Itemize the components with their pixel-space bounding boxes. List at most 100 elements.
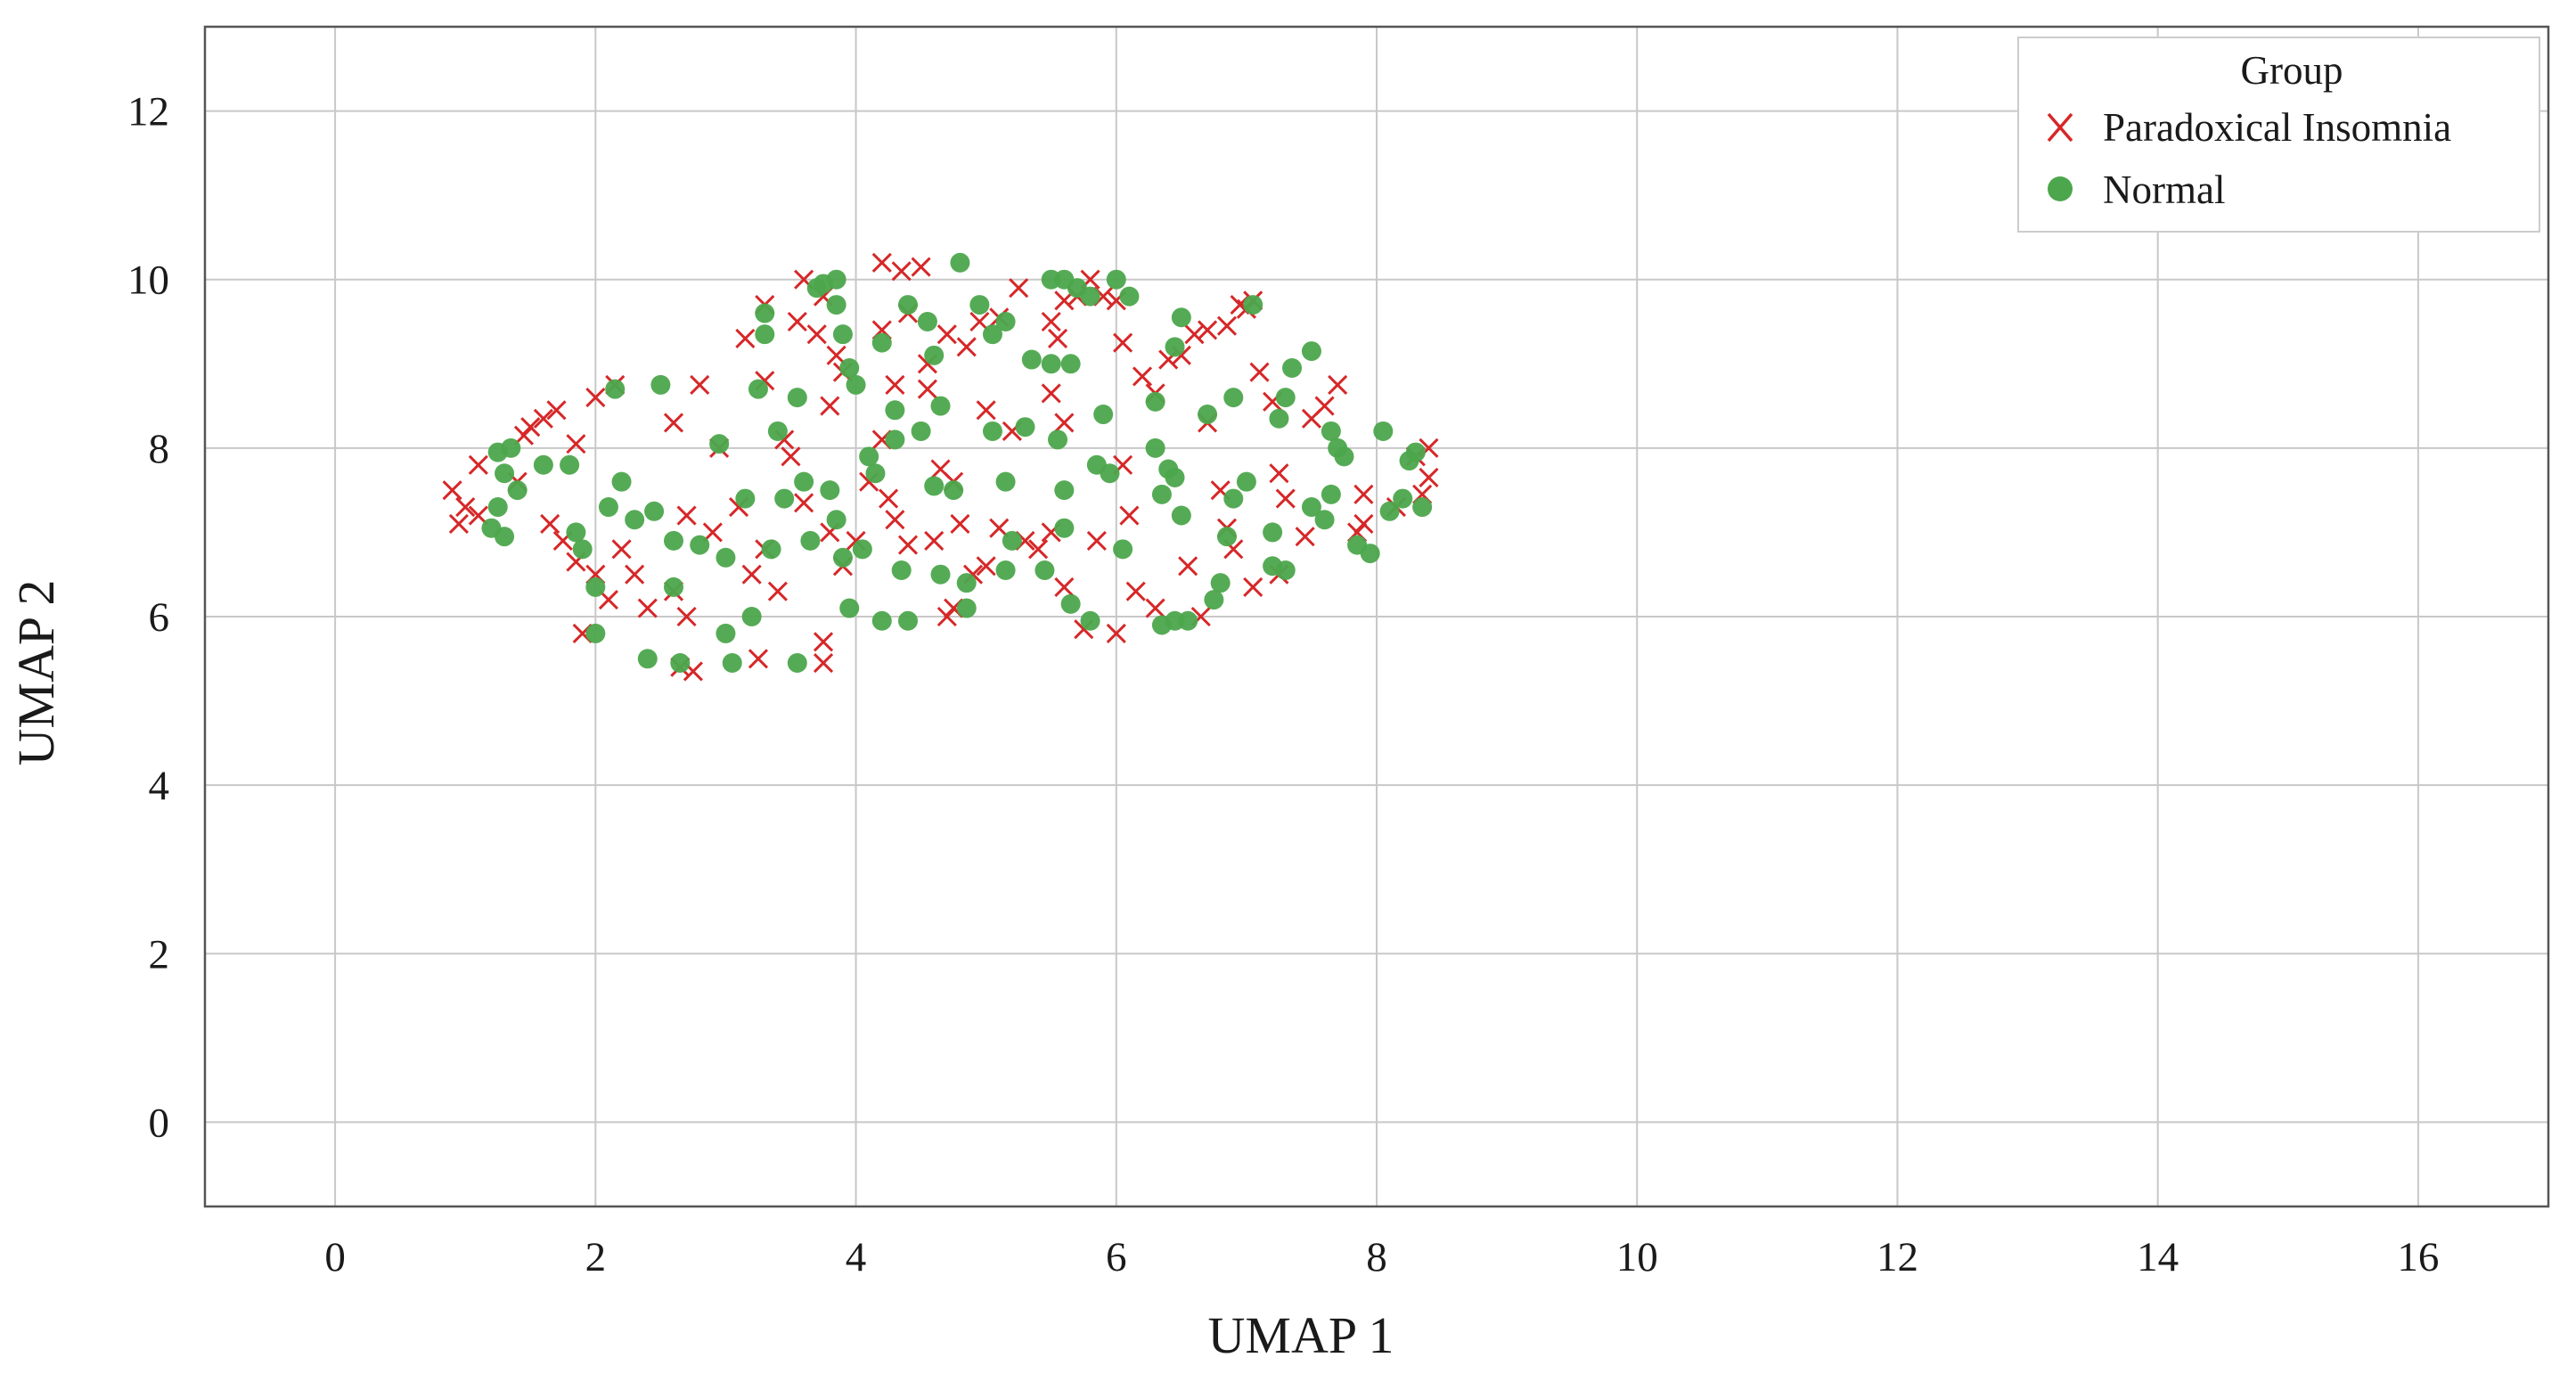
paradoxical-insomnia-point [813, 652, 834, 674]
paradoxical-insomnia-point [1295, 527, 1315, 547]
paradoxical-insomnia-point [748, 649, 769, 669]
normal-point [956, 573, 977, 593]
legend-marker-normal [2048, 176, 2073, 201]
normal-point [722, 653, 742, 674]
normal-point [1269, 408, 1289, 429]
normal-point [767, 421, 788, 441]
normal-point [1119, 286, 1140, 307]
normal-point [898, 295, 918, 315]
normal-point [774, 488, 795, 509]
normal-point [865, 463, 886, 484]
paradoxical-insomnia-point [1249, 362, 1270, 382]
normal-point [560, 454, 580, 475]
series-normal [481, 252, 1433, 674]
paradoxical-insomnia-point [448, 513, 469, 535]
normal-point [644, 501, 665, 521]
x-tick-label: 4 [846, 1234, 867, 1280]
paradoxical-insomnia-point [1132, 366, 1153, 387]
normal-point [944, 480, 964, 501]
normal-point [598, 497, 618, 518]
paradoxical-insomnia-point [1178, 556, 1198, 577]
paradoxical-insomnia-point [1047, 328, 1068, 348]
normal-point [625, 510, 645, 530]
normal-point [1198, 405, 1218, 425]
paradoxical-insomnia-point [676, 505, 697, 526]
paradoxical-insomnia-point [950, 513, 970, 535]
x-tick-label: 10 [1616, 1234, 1658, 1280]
y-tick-label: 4 [149, 763, 170, 809]
normal-point [859, 446, 879, 467]
normal-point [969, 295, 990, 315]
normal-point [735, 488, 756, 509]
normal-point [891, 560, 912, 580]
paradoxical-insomnia-point [1184, 324, 1205, 345]
normal-point [605, 379, 626, 399]
normal-point [839, 358, 860, 379]
paradoxical-insomnia-point [611, 539, 632, 560]
normal-point [1223, 388, 1244, 408]
normal-point [1412, 497, 1433, 518]
paradoxical-insomnia-point [1028, 539, 1049, 560]
normal-point [826, 510, 846, 530]
legend-marker-paradoxical-insomnia [2047, 112, 2073, 143]
y-tick-label: 8 [149, 426, 170, 472]
paradoxical-insomnia-point [468, 454, 488, 475]
plot-frame [203, 25, 2550, 1208]
x-axis-label: UMAP 1 [1208, 1306, 1394, 1364]
paradoxical-insomnia-point [533, 408, 553, 429]
paradoxical-insomnia-point [787, 311, 807, 332]
y-tick-label: 6 [149, 594, 170, 641]
paradoxical-insomnia-point [1243, 577, 1263, 597]
normal-point [1178, 610, 1198, 631]
normal-point [1165, 467, 1185, 487]
x-tick-label: 0 [324, 1234, 346, 1280]
y-axis-label: UMAP 2 [7, 580, 65, 766]
normal-point [585, 623, 606, 643]
normal-point [1334, 446, 1354, 467]
normal-point [826, 295, 846, 315]
y-tick-label: 10 [127, 258, 169, 304]
x-tick-label: 6 [1106, 1234, 1127, 1280]
paradoxical-insomnia-point [690, 374, 710, 395]
normal-point [1165, 337, 1185, 357]
normal-point [501, 438, 521, 458]
x-tick-label: 8 [1366, 1234, 1387, 1280]
paradoxical-insomnia-point [1054, 577, 1075, 597]
normal-point [1301, 497, 1321, 518]
x-tick-label: 12 [1877, 1234, 1918, 1280]
normal-point [1243, 295, 1263, 315]
normal-point [995, 312, 1016, 331]
normal-point [930, 564, 951, 585]
paradoxical-insomnia-point [741, 564, 762, 585]
paradoxical-insomnia-point [1041, 311, 1061, 332]
normal-point [820, 480, 840, 501]
legend-label-normal: Normal [2103, 168, 2225, 212]
normal-point [716, 623, 736, 643]
normal-point [1373, 421, 1394, 441]
normal-point [755, 324, 775, 345]
normal-point [1405, 442, 1426, 462]
normal-point [1093, 405, 1114, 425]
paradoxical-insomnia-point [1054, 413, 1075, 433]
paradoxical-insomnia-point [1419, 467, 1439, 488]
paradoxical-insomnia-point [976, 556, 996, 577]
normal-point [1034, 560, 1055, 580]
normal-point [898, 610, 918, 631]
normal-point [917, 312, 937, 331]
normal-point [1321, 421, 1341, 441]
normal-point [871, 332, 892, 353]
paradoxical-insomnia-point [1353, 484, 1374, 504]
normal-point [650, 374, 671, 395]
paradoxical-insomnia-point [637, 598, 658, 618]
paradoxical-insomnia-point [813, 632, 834, 652]
normal-point [885, 400, 905, 421]
normal-point [1301, 341, 1321, 362]
normal-point [1080, 610, 1100, 631]
normal-point [741, 607, 762, 626]
normal-point [956, 598, 977, 618]
normal-point [670, 653, 691, 674]
paradoxical-insomnia-point [885, 374, 905, 395]
normal-point [1145, 391, 1165, 412]
normal-point [709, 434, 730, 454]
normal-point [1275, 388, 1296, 408]
